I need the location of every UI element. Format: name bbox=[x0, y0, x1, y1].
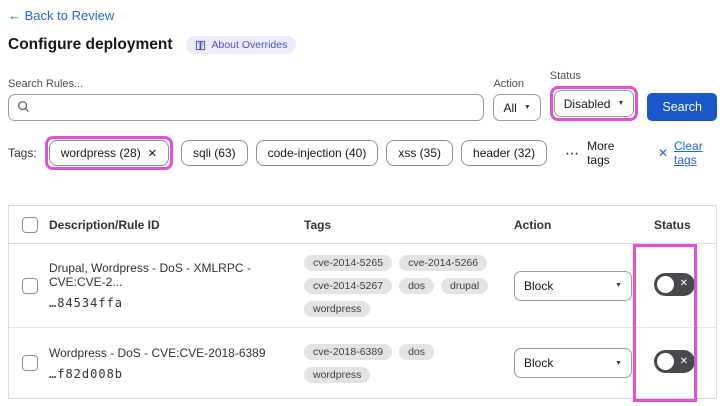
rules-table-body: Drupal, Wordpress - DoS - XMLRPC - CVE:C… bbox=[9, 244, 716, 398]
tag-filter-pill[interactable]: header (32) bbox=[461, 140, 548, 166]
more-tags-label: More tags bbox=[587, 139, 615, 167]
action-filter-value: All bbox=[503, 100, 517, 115]
clear-tags-link[interactable]: ✕ Clear tags bbox=[658, 139, 717, 167]
rule-description: Drupal, Wordpress - DoS - XMLRPC - CVE:C… bbox=[49, 261, 251, 289]
column-header-status: Status bbox=[654, 217, 691, 232]
status-filter-highlight: Disabled ▼ bbox=[549, 86, 639, 121]
search-button[interactable]: Search bbox=[647, 93, 717, 121]
status-filter-value: Disabled bbox=[563, 96, 611, 111]
search-group: Search Rules... bbox=[8, 78, 485, 121]
rule-tag-badge: cve-2014-5267 bbox=[304, 277, 393, 294]
page-title: Configure deployment bbox=[8, 36, 173, 53]
clear-tags-label: Clear tags bbox=[674, 139, 703, 167]
search-box bbox=[8, 94, 485, 121]
rule-tag-badge: cve-2014-5265 bbox=[304, 254, 393, 271]
chevron-down-icon: ▼ bbox=[617, 100, 625, 107]
tags-bar: Tags: wordpress (28) ✕ sqli (63) code-inj… bbox=[8, 136, 717, 170]
table-row: Wordpress - DoS - CVE:CVE-2018-6389 …f82… bbox=[9, 328, 716, 398]
column-header-action: Action bbox=[514, 217, 552, 232]
search-input[interactable] bbox=[36, 100, 476, 115]
status-toggle[interactable]: ✕ bbox=[654, 272, 695, 296]
action-filter-group: Action All ▼ bbox=[493, 78, 541, 121]
ellipsis-icon: ⋯ bbox=[565, 144, 581, 161]
status-filter-label: Status bbox=[549, 70, 581, 82]
remove-tag-icon[interactable]: ✕ bbox=[147, 147, 157, 160]
more-tags-button[interactable]: ⋯ More tags bbox=[565, 139, 628, 167]
close-icon: ✕ bbox=[657, 146, 669, 160]
status-toggle[interactable]: ✕ bbox=[654, 350, 695, 373]
rules-table: Description/Rule ID Tags Action Status D… bbox=[8, 205, 717, 402]
rule-tag-badge: drupal bbox=[441, 277, 489, 294]
tag-filter-pill[interactable]: sqli (63) bbox=[180, 140, 248, 166]
title-row: Configure deployment About Overrides bbox=[8, 36, 717, 54]
toggle-knob bbox=[657, 353, 674, 370]
toggle-knob bbox=[657, 275, 674, 293]
action-select-value: Block bbox=[524, 356, 554, 370]
row-tags: cve-2018-6389 dos wordpress bbox=[304, 343, 504, 383]
tags-label: Tags: bbox=[8, 146, 37, 160]
row-checkbox[interactable] bbox=[22, 277, 38, 294]
selected-tag-label: wordpress (28) bbox=[60, 146, 141, 160]
back-to-review-link[interactable]: ← Back to Review bbox=[8, 8, 115, 23]
action-select-value: Block bbox=[524, 278, 554, 293]
column-header-description: Description/Rule ID bbox=[49, 217, 160, 232]
chevron-down-icon: ▼ bbox=[615, 282, 622, 289]
rule-id: …f82d008b bbox=[49, 366, 124, 381]
table-row: Drupal, Wordpress - DoS - XMLRPC - CVE:C… bbox=[9, 244, 716, 328]
tag-pill-list: sqli (63) code-injection (40) xss (35) head… bbox=[180, 140, 548, 166]
rule-tag-badge: wordpress bbox=[304, 366, 371, 383]
table-header-row: Description/Rule ID Tags Action Status bbox=[9, 206, 716, 244]
rule-tag-badge: dos bbox=[399, 343, 434, 360]
about-overrides-badge[interactable]: About Overrides bbox=[186, 36, 297, 54]
tag-filter-pill[interactable]: xss (35) bbox=[386, 140, 454, 166]
action-filter-select[interactable]: All ▼ bbox=[493, 94, 541, 121]
status-filter-group: Status Disabled ▼ bbox=[549, 70, 639, 121]
action-select[interactable]: Block ▼ bbox=[514, 348, 632, 378]
chevron-down-icon: ▼ bbox=[615, 359, 622, 367]
rule-tag-badge: dos bbox=[399, 277, 434, 294]
rule-tag-badge: cve-2014-5266 bbox=[399, 254, 488, 271]
rule-id: …84534ffa bbox=[49, 296, 124, 310]
chevron-down-icon: ▼ bbox=[523, 104, 531, 111]
rule-tag-badge: wordpress bbox=[304, 300, 371, 317]
about-overrides-label: About Overrides bbox=[211, 39, 288, 51]
select-all-checkbox[interactable] bbox=[22, 216, 38, 233]
selected-tag-highlight: wordpress (28) ✕ bbox=[44, 136, 173, 170]
rule-tag-badge: cve-2018-6389 bbox=[304, 343, 393, 360]
action-select[interactable]: Block ▼ bbox=[514, 270, 632, 301]
book-icon bbox=[195, 40, 206, 51]
row-tags: cve-2014-5265 cve-2014-5266 cve-2014-5267 d… bbox=[304, 254, 504, 317]
search-rules-label: Search Rules... bbox=[8, 78, 84, 90]
action-filter-label: Action bbox=[493, 78, 525, 90]
status-filter-select[interactable]: Disabled ▼ bbox=[553, 90, 635, 117]
row-checkbox[interactable] bbox=[22, 355, 38, 371]
tag-filter-pill[interactable]: code-injection (40) bbox=[255, 140, 379, 166]
toggle-x-icon: ✕ bbox=[679, 355, 688, 367]
toggle-x-icon: ✕ bbox=[679, 278, 688, 289]
column-header-tags: Tags bbox=[304, 217, 332, 232]
rule-description: Wordpress - DoS - CVE:CVE-2018-6389 bbox=[49, 345, 266, 360]
tag-filter-pill-selected[interactable]: wordpress (28) ✕ bbox=[48, 140, 169, 166]
search-icon bbox=[17, 100, 30, 116]
filter-row: Search Rules... Action All ▼ Status Disa… bbox=[8, 70, 717, 121]
